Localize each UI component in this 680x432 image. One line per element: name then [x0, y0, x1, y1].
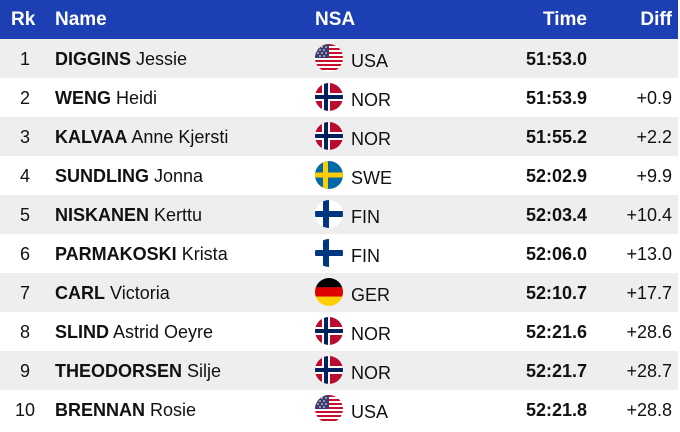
time-cell: 52:21.6 — [525, 322, 587, 342]
norway-flag-icon — [315, 356, 343, 384]
name-column-header[interactable]: Name — [55, 9, 107, 30]
athlete-name[interactable]: PARMAKOSKI Krista — [55, 244, 228, 265]
nsa-cell: GER — [351, 285, 391, 305]
time-cell: 52:03.4 — [525, 205, 587, 225]
table-header: Rk Name NSA Time Diff — [0, 0, 678, 39]
diff-cell: +2.2 — [636, 127, 672, 147]
norway-flag-icon — [315, 317, 343, 345]
rank-cell: 4 — [19, 166, 30, 186]
sweden-flag-icon — [315, 161, 343, 189]
athlete-first-name: Jessie — [136, 49, 188, 69]
nsa-cell: NOR — [351, 90, 391, 110]
usa-flag-icon — [315, 395, 343, 423]
athlete-first-name: Kerttu — [154, 205, 203, 225]
diff-cell: +17.7 — [626, 283, 672, 303]
rank-cell: 3 — [19, 127, 30, 147]
diff-cell: +28.6 — [626, 322, 672, 342]
athlete-name[interactable]: CARL Victoria — [55, 283, 170, 304]
finland-flag-icon — [315, 200, 343, 228]
table-row[interactable]: 10 BRENNAN Rosie USA 52:21.8 +28.8 — [0, 390, 678, 429]
athlete-first-name: Krista — [181, 244, 228, 264]
nsa-cell: NOR — [351, 129, 391, 149]
athlete-name[interactable]: KALVAA Anne Kjersti — [55, 127, 228, 148]
time-cell: 52:02.9 — [525, 166, 587, 186]
athlete-name[interactable]: SLIND Astrid Oeyre — [55, 322, 213, 343]
athlete-last-name: KALVAA — [55, 127, 128, 147]
rank-cell: 2 — [19, 88, 30, 108]
time-cell: 52:06.0 — [525, 244, 587, 264]
athlete-last-name: THEODORSEN — [55, 361, 183, 381]
rank-cell: 9 — [19, 361, 30, 381]
rank-cell: 6 — [19, 244, 30, 264]
diff-cell: +9.9 — [636, 166, 672, 186]
athlete-name[interactable]: DIGGINS Jessie — [55, 49, 187, 70]
athlete-last-name: NISKANEN — [55, 205, 150, 225]
rank-cell: 8 — [19, 322, 30, 342]
time-cell: 52:21.7 — [525, 361, 587, 381]
diff-cell: +28.7 — [626, 361, 672, 381]
table-row[interactable]: 6 PARMAKOSKI Krista FIN 52:06.0 +13.0 — [0, 234, 678, 273]
table-row[interactable]: 1 DIGGINS Jessie USA 51:53.0 — [0, 39, 678, 78]
athlete-first-name: Rosie — [150, 400, 197, 420]
table-row[interactable]: 8 SLIND Astrid Oeyre NOR 52:21.6 +28.6 — [0, 312, 678, 351]
rank-cell: 7 — [19, 283, 30, 303]
time-cell: 51:53.9 — [525, 88, 587, 108]
table-row[interactable]: 2 WENG Heidi NOR 51:53.9 +0.9 — [0, 78, 678, 117]
table-row[interactable]: 9 THEODORSEN Silje NOR 52:21.7 +28.7 — [0, 351, 678, 390]
diff-cell: +13.0 — [626, 244, 672, 264]
time-cell: 51:53.0 — [525, 49, 587, 69]
rank-cell: 10 — [14, 400, 36, 420]
athlete-last-name: PARMAKOSKI — [55, 244, 177, 264]
athlete-name[interactable]: NISKANEN Kerttu — [55, 205, 202, 226]
time-cell: 52:10.7 — [525, 283, 587, 303]
nsa-cell: NOR — [351, 324, 391, 344]
athlete-first-name: Jonna — [154, 166, 204, 186]
table-row[interactable]: 7 CARL Victoria GER 52:10.7 +17.7 — [0, 273, 678, 312]
table-row[interactable]: 5 NISKANEN Kerttu FIN 52:03.4 +10.4 — [0, 195, 678, 234]
diff-cell: +10.4 — [626, 205, 672, 225]
athlete-last-name: CARL — [55, 283, 105, 303]
athlete-first-name: Heidi — [116, 88, 158, 108]
athlete-first-name: Silje — [187, 361, 222, 381]
nsa-cell: FIN — [351, 246, 380, 266]
nsa-cell: USA — [351, 51, 389, 71]
time-column-header[interactable]: Time — [542, 9, 587, 30]
diff-cell: +28.8 — [626, 400, 672, 420]
table-row[interactable]: 4 SUNDLING Jonna SWE 52:02.9 +9.9 — [0, 156, 678, 195]
finland-flag-icon — [315, 239, 343, 267]
athlete-last-name: WENG — [55, 88, 111, 108]
athlete-first-name: Anne Kjersti — [131, 127, 229, 147]
nsa-cell: NOR — [351, 363, 391, 383]
table-row[interactable]: 3 KALVAA Anne Kjersti NOR 51:55.2 +2.2 — [0, 117, 678, 156]
athlete-name[interactable]: WENG Heidi — [55, 88, 157, 109]
athlete-first-name: Astrid Oeyre — [113, 322, 214, 342]
time-cell: 52:21.8 — [525, 400, 587, 420]
rank-cell: 5 — [19, 205, 30, 225]
norway-flag-icon — [315, 122, 343, 150]
rank-cell: 1 — [19, 49, 30, 69]
athlete-last-name: SUNDLING — [55, 166, 149, 186]
athlete-name[interactable]: THEODORSEN Silje — [55, 361, 221, 382]
athlete-name[interactable]: SUNDLING Jonna — [55, 166, 203, 187]
norway-flag-icon — [315, 83, 343, 111]
diff-column-header[interactable]: Diff — [640, 9, 672, 30]
athlete-name[interactable]: BRENNAN Rosie — [55, 400, 196, 421]
germany-flag-icon — [315, 278, 343, 306]
athlete-last-name: DIGGINS — [55, 49, 132, 69]
rank-column-header[interactable]: Rk — [11, 9, 36, 30]
athlete-last-name: SLIND — [55, 322, 109, 342]
nsa-column-header[interactable]: NSA — [315, 9, 356, 30]
athlete-first-name: Victoria — [110, 283, 170, 303]
usa-flag-icon — [315, 44, 343, 72]
nsa-cell: SWE — [351, 168, 393, 188]
nsa-cell: USA — [351, 402, 389, 422]
time-cell: 51:55.2 — [525, 127, 587, 147]
nsa-cell: FIN — [351, 207, 380, 227]
athlete-last-name: BRENNAN — [55, 400, 145, 420]
diff-cell: +0.9 — [636, 88, 672, 108]
